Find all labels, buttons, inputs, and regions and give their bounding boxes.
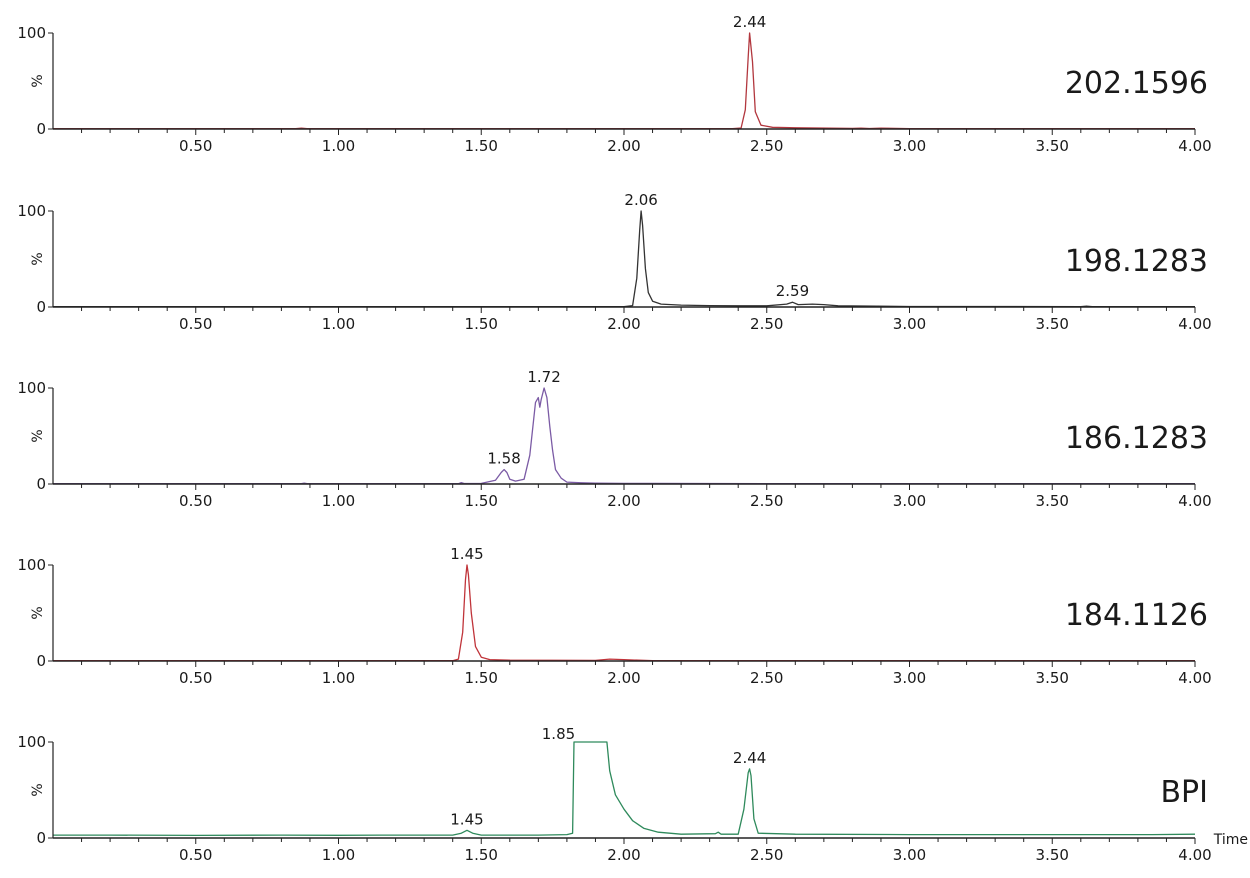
x-tick-label: 2.00: [607, 669, 640, 687]
x-tick-label: 3.50: [1036, 846, 1069, 864]
chromatogram-panel: 0.50 1.00 1.50 2.00 2.50 3.00 3.50 4.00 0 100% 184…: [17, 545, 1211, 687]
x-tick-label: 3.00: [893, 315, 926, 333]
x-tick-label: 3.50: [1036, 669, 1069, 687]
y-tick-label: 100: [17, 24, 46, 42]
peak-label: 1.58: [487, 450, 520, 468]
x-tick-label: 3.50: [1036, 315, 1069, 333]
trace-name-label: 186.1283: [1065, 421, 1208, 456]
trace-name-label: 184.1126: [1065, 598, 1208, 633]
x-tick-label: 4.00: [1178, 137, 1211, 155]
chromatogram-panel: 0.50 1.00 1.50 2.00 2.50 3.00 3.50 4.00 0 100% BPI…: [17, 725, 1211, 864]
chromatogram-panel: 0.50 1.00 1.50 2.00 2.50 3.00 3.50 4.00 0 100% 198…: [17, 191, 1211, 333]
series-line: [53, 32, 1196, 130]
y-tick-label: 0: [36, 475, 46, 493]
x-tick-label: 4.00: [1178, 669, 1211, 687]
x-tick-label: 0.50: [179, 846, 212, 864]
x-tick-label: 0.50: [179, 315, 212, 333]
x-tick-label: 2.50: [750, 669, 783, 687]
y-axis-label: %: [30, 606, 46, 619]
x-tick-label: 1.00: [322, 669, 355, 687]
x-tick-label: 3.50: [1036, 137, 1069, 155]
peak-label: 2.44: [733, 749, 766, 767]
y-tick-label: 100: [17, 556, 46, 574]
x-tick-label: 3.00: [893, 669, 926, 687]
x-tick-label: 0.50: [179, 492, 212, 510]
series-line: [53, 564, 1196, 662]
x-tick-label: 1.50: [465, 315, 498, 333]
trace-name-label: 202.1596: [1065, 66, 1208, 101]
peak-label: 1.45: [450, 545, 483, 563]
x-tick-label: 2.00: [607, 137, 640, 155]
x-tick-label: 4.00: [1178, 492, 1211, 510]
x-tick-label: 3.00: [893, 846, 926, 864]
trace-name-label: 198.1283: [1065, 244, 1208, 279]
x-tick-label: 1.00: [322, 846, 355, 864]
x-tick-label: 2.00: [607, 846, 640, 864]
x-tick-label: 1.50: [465, 846, 498, 864]
x-tick-label: 2.50: [750, 315, 783, 333]
y-tick-label: 0: [36, 298, 46, 316]
x-tick-label: 4.00: [1178, 315, 1211, 333]
x-tick-label: 2.00: [607, 492, 640, 510]
y-axis-label: %: [30, 252, 46, 265]
x-tick-label: 4.00: [1178, 846, 1211, 864]
y-tick-label: 100: [17, 379, 46, 397]
x-axis-label: Time: [1213, 832, 1248, 848]
peak-label: 2.06: [624, 191, 657, 209]
x-tick-label: 2.50: [750, 492, 783, 510]
x-tick-label: 3.00: [893, 492, 926, 510]
x-tick-label: 2.50: [750, 846, 783, 864]
x-tick-label: 0.50: [179, 137, 212, 155]
series-line: [53, 210, 1196, 308]
x-tick-label: 0.50: [179, 669, 212, 687]
x-tick-label: 1.50: [465, 492, 498, 510]
y-tick-label: 0: [36, 120, 46, 138]
y-tick-label: 0: [36, 829, 46, 847]
y-tick-label: 100: [17, 733, 46, 751]
x-tick-label: 1.50: [465, 669, 498, 687]
x-tick-label: 1.50: [465, 137, 498, 155]
x-tick-label: 1.00: [322, 492, 355, 510]
x-tick-label: 2.50: [750, 137, 783, 155]
chromatogram-panel: 0.50 1.00 1.50 2.00 2.50 3.00 3.50 4.00 0 100% 202…: [17, 13, 1211, 155]
x-tick-label: 1.00: [322, 137, 355, 155]
y-axis-label: %: [30, 74, 46, 87]
y-axis-label: %: [30, 429, 46, 442]
y-axis-label: %: [30, 783, 46, 796]
peak-label: 1.45: [450, 810, 483, 828]
y-tick-label: 0: [36, 652, 46, 670]
x-tick-label: 3.50: [1036, 492, 1069, 510]
x-tick-label: 1.00: [322, 315, 355, 333]
series-line: [53, 387, 1195, 485]
peak-label: 2.59: [776, 282, 809, 300]
x-tick-label: 3.00: [893, 137, 926, 155]
trace-name-label: BPI: [1160, 775, 1208, 810]
chromatogram-panel: 0.50 1.00 1.50 2.00 2.50 3.00 3.50 4.00 0 100% 186…: [17, 368, 1211, 510]
peak-label: 1.72: [527, 368, 560, 386]
series-line: [53, 741, 1196, 837]
peak-label: 2.44: [733, 13, 766, 31]
y-tick-label: 100: [17, 202, 46, 220]
peak-label: 1.85: [542, 725, 575, 743]
x-tick-label: 2.00: [607, 315, 640, 333]
